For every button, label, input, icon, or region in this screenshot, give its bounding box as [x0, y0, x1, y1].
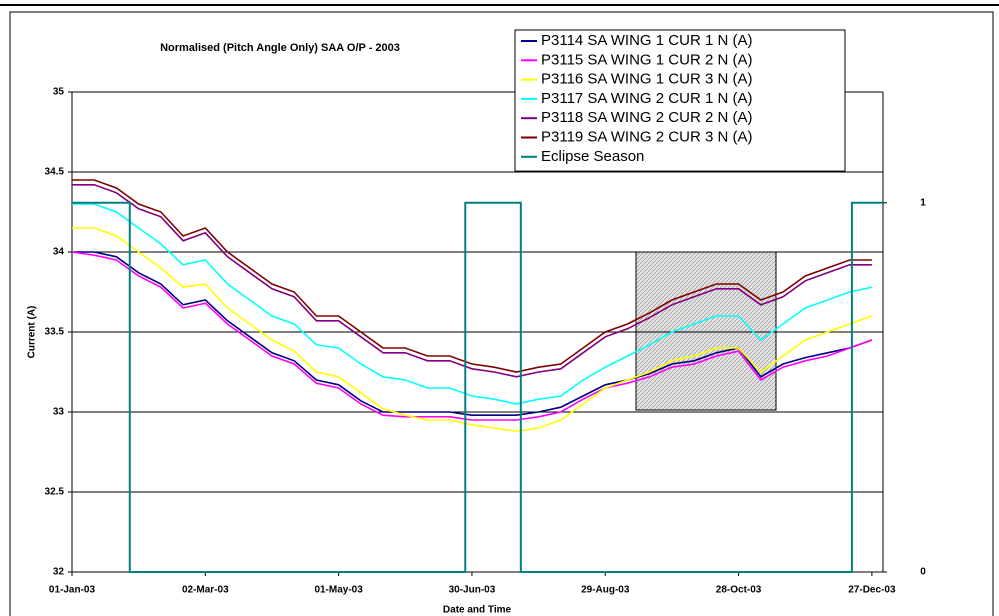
x-tick-label: 29-Aug-03 [581, 585, 630, 596]
legend-label: P3117 SA WING 2 CUR 1 N (A) [541, 90, 752, 107]
y-tick-label: 35 [53, 87, 65, 98]
legend-box [514, 29, 846, 172]
legend-label: Eclipse Season [541, 148, 644, 165]
legend-label: P3115 SA WING 1 CUR 2 N (A) [541, 51, 752, 68]
y-axis-label: Current (A) [27, 306, 38, 359]
highlight-box [635, 251, 777, 411]
y-tick-label: 32 [53, 567, 65, 578]
legend-label: P3118 SA WING 2 CUR 2 N (A) [541, 109, 752, 126]
x-axis-label: Date and Time [443, 605, 512, 616]
legend-label: P3119 SA WING 2 CUR 3 N (A) [541, 128, 752, 145]
x-tick-label: 02-Mar-03 [182, 585, 229, 596]
series-line [72, 227, 873, 433]
x-tick-label: 01-Jan-03 [49, 585, 96, 596]
y2-tick-label: 1 [920, 197, 926, 208]
series-line [72, 203, 873, 405]
legend-label: P3114 SA WING 1 CUR 1 N (A) [541, 32, 752, 49]
x-tick-label: 27-Dec-03 [848, 585, 896, 596]
y-tick-label: 33 [53, 407, 65, 418]
y-tick-label: 34.5 [45, 167, 65, 178]
series-line [72, 179, 872, 373]
x-tick-label: 01-May-03 [314, 585, 363, 596]
x-tick-label: 28-Oct-03 [716, 585, 762, 596]
y-tick-label: 32.5 [45, 487, 65, 498]
legend-label: P3116 SA WING 1 CUR 3 N (A) [541, 71, 752, 88]
series-line [72, 184, 872, 378]
y-tick-label: 34 [53, 247, 65, 258]
chart-title: Normalised (Pitch Angle Only) SAA O/P - … [160, 42, 400, 54]
y2-tick-label: 0 [920, 567, 926, 578]
series-line [71, 251, 873, 421]
y-tick-label: 33.5 [45, 327, 65, 338]
series-line [72, 201, 883, 573]
chart-frame [9, 11, 994, 616]
x-tick-label: 30-Jun-03 [449, 585, 496, 596]
